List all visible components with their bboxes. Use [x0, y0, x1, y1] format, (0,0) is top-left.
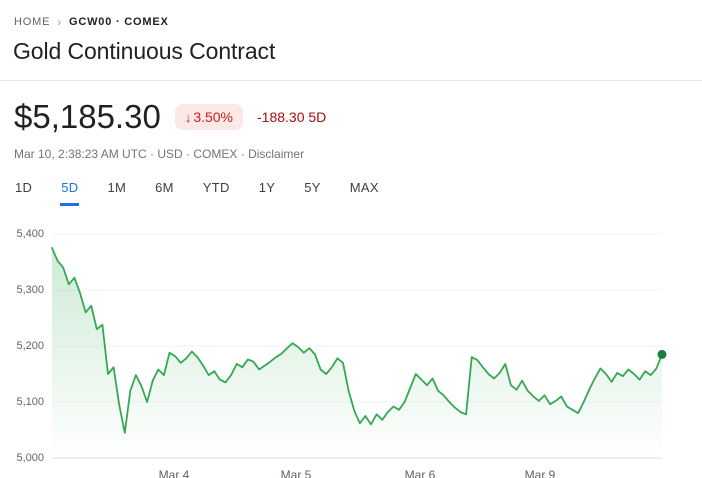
- tab-1d[interactable]: 1D: [14, 180, 33, 206]
- breadcrumb: HOME › GCW00 · COMEX: [0, 0, 702, 36]
- tab-1y[interactable]: 1Y: [258, 180, 277, 206]
- range-tabs: 1D 5D 1M 6M YTD 1Y 5Y MAX: [0, 161, 702, 206]
- breadcrumb-home-link[interactable]: HOME: [14, 16, 51, 28]
- quote-row: $5,185.30 ↓ 3.50% -188.30 5D: [0, 81, 702, 138]
- change-percent-badge: ↓ 3.50%: [174, 104, 244, 130]
- x-axis-labels: Mar 4 Mar 5 Mar 6 Mar 9: [0, 468, 702, 478]
- tab-5y[interactable]: 5Y: [303, 180, 322, 206]
- change-absolute: -188.30 5D: [257, 109, 327, 125]
- y-tick-label: 5,400: [16, 228, 44, 240]
- arrow-down-icon: ↓: [184, 109, 192, 125]
- y-tick-label: 5,200: [16, 340, 44, 352]
- tab-max[interactable]: MAX: [349, 180, 380, 206]
- x-tick-label: Mar 4: [158, 468, 190, 478]
- last-price-dot: [657, 349, 667, 359]
- tab-ytd[interactable]: YTD: [202, 180, 231, 206]
- y-tick-label: 5,100: [16, 396, 44, 408]
- change-percent: 3.50%: [193, 109, 234, 125]
- disclaimer-link[interactable]: Disclaimer: [248, 147, 305, 161]
- price-value: $5,185.30: [14, 98, 161, 135]
- header-divider: [0, 80, 702, 81]
- x-tick-label: Mar 5: [280, 468, 312, 478]
- price-chart-svg: [51, 233, 667, 459]
- tab-5d[interactable]: 5D: [60, 180, 80, 206]
- tab-1m[interactable]: 1M: [106, 180, 127, 206]
- page-title: Gold Continuous Contract: [13, 38, 276, 64]
- y-axis-labels: 5,400 5,300 5,200 5,100 5,000: [0, 228, 44, 464]
- y-tick-label: 5,300: [16, 284, 44, 296]
- x-tick-label: Mar 6: [404, 468, 436, 478]
- meta-text: Mar 10, 2:38:23 AM UTC · USD · COMEX ·: [14, 147, 245, 161]
- y-tick-label: 5,000: [16, 452, 44, 464]
- price-line: [51, 247, 663, 434]
- plot-area[interactable]: [51, 233, 667, 459]
- quote-meta: Mar 10, 2:38:23 AM UTC · USD · COMEX · D…: [0, 138, 702, 161]
- price-chart: 5,400 5,300 5,200 5,100 5,000 Mar: [0, 228, 702, 478]
- x-tick-label: Mar 9: [524, 468, 556, 478]
- tab-6m[interactable]: 6M: [154, 180, 175, 206]
- breadcrumb-chevron-icon: ›: [57, 15, 62, 29]
- area-fill: [52, 248, 662, 458]
- breadcrumb-symbol: GCW00 · COMEX: [69, 16, 169, 28]
